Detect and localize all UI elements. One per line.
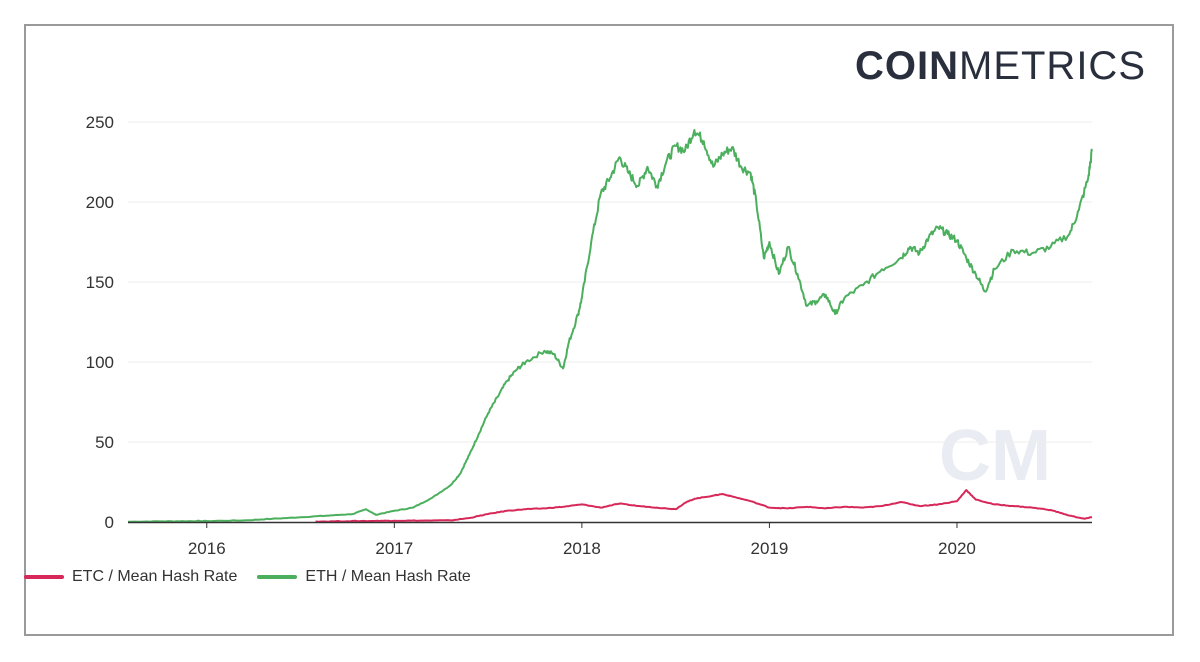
watermark-text: CM [939,416,1051,496]
legend-label-eth: ETH / Mean Hash Rate [305,568,471,585]
y-tick-label: 150 [86,273,114,292]
y-gridlines [128,121,1092,443]
legend: ETC / Mean Hash Rate ETH / Mean Hash Rat… [24,568,471,586]
coinmetrics-logo: COINMETRICS [855,44,1146,88]
x-axis-ticks: 2016 2017 2018 2019 2020 [188,522,976,558]
series-lines [128,129,1093,523]
y-tick-label: 250 [86,113,114,132]
etc-hash-rate-line [315,489,1093,523]
cm-watermark: CM [939,416,1051,496]
x-tick-label: 2020 [938,539,976,558]
eth-swatch [257,575,298,579]
legend-label-etc: ETC / Mean Hash Rate [72,568,238,585]
x-tick-label: 2016 [188,539,226,558]
etc-swatch [24,575,64,579]
x-tick-label: 2019 [751,539,789,558]
chart-frame: COINMETRICS [24,24,1174,636]
y-tick-label: 100 [86,353,114,372]
x-tick-label: 2018 [563,539,601,558]
y-tick-label: 0 [105,513,114,532]
y-tick-label: 200 [86,193,114,212]
y-tick-label: 50 [95,433,114,452]
x-tick-label: 2017 [375,539,413,558]
y-axis-ticks: 0 50 100 150 200 250 [86,113,114,532]
legend-item-eth[interactable]: ETH / Mean Hash Rate [257,568,471,586]
legend-item-etc[interactable]: ETC / Mean Hash Rate [24,568,237,586]
eth-hash-rate-line [128,129,1093,523]
